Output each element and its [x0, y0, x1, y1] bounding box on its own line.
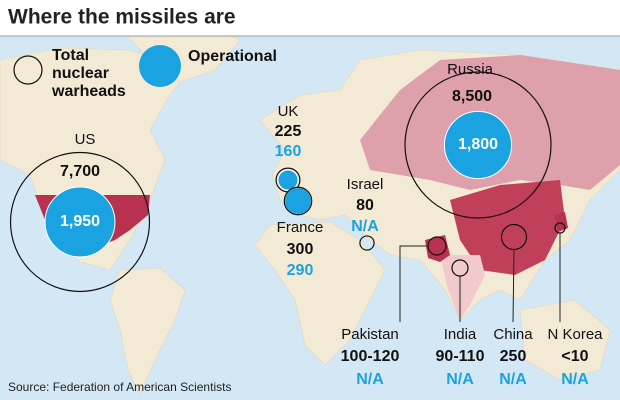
operational-circle — [277, 169, 299, 191]
total-circle — [9, 151, 151, 293]
country-name: China — [493, 326, 533, 343]
total-label: 8,500 — [452, 88, 492, 105]
operational-label: N/A — [499, 371, 527, 388]
operational-label: N/A — [561, 371, 589, 388]
country-name: N Korea — [547, 326, 603, 343]
leader-line — [399, 245, 428, 322]
legend-operational-symbol — [139, 45, 181, 87]
operational-label: 1,950 — [60, 213, 100, 230]
country-name: India — [444, 326, 477, 343]
operational-label: 1,800 — [458, 136, 498, 153]
legend-total: Total — [52, 47, 89, 64]
operational-circle — [443, 110, 513, 180]
total-circle — [283, 186, 313, 216]
country-name: US — [75, 131, 96, 148]
total-label: 100-120 — [341, 348, 400, 365]
operational-label: N/A — [446, 371, 474, 388]
title: Where the missiles are — [8, 6, 236, 29]
operational-label: 160 — [275, 143, 302, 160]
source: Source: Federation of American Scientist… — [8, 380, 231, 394]
total-label: 7,700 — [60, 163, 100, 180]
operational-label: N/A — [351, 218, 379, 235]
total-label: <10 — [561, 348, 588, 365]
country-name: UK — [278, 103, 299, 120]
total-label: 225 — [275, 123, 302, 140]
legend-total: nuclear — [52, 65, 109, 82]
total-circle — [554, 222, 566, 234]
total-label: 250 — [500, 348, 527, 365]
operational-label: 290 — [287, 262, 314, 279]
total-label: 90-110 — [436, 348, 485, 365]
operational-circle — [44, 186, 116, 258]
total-label: 300 — [287, 241, 314, 258]
country-name: France — [277, 219, 324, 236]
total-circle — [359, 235, 375, 251]
total-circle — [500, 223, 528, 251]
legend-total: warheads — [51, 83, 126, 100]
total-label: 80 — [356, 197, 374, 214]
total-circle — [451, 259, 469, 277]
total-circle — [404, 71, 552, 219]
leader-line — [512, 249, 515, 323]
country-name: Pakistan — [341, 326, 399, 343]
title-bar — [0, 0, 620, 36]
legend-total-symbol — [13, 55, 43, 85]
operational-label: N/A — [356, 371, 384, 388]
total-circle — [427, 236, 447, 256]
legend-operational: Operational — [188, 48, 277, 65]
country-name: Israel — [347, 176, 384, 193]
country-name: Russia — [447, 61, 494, 78]
